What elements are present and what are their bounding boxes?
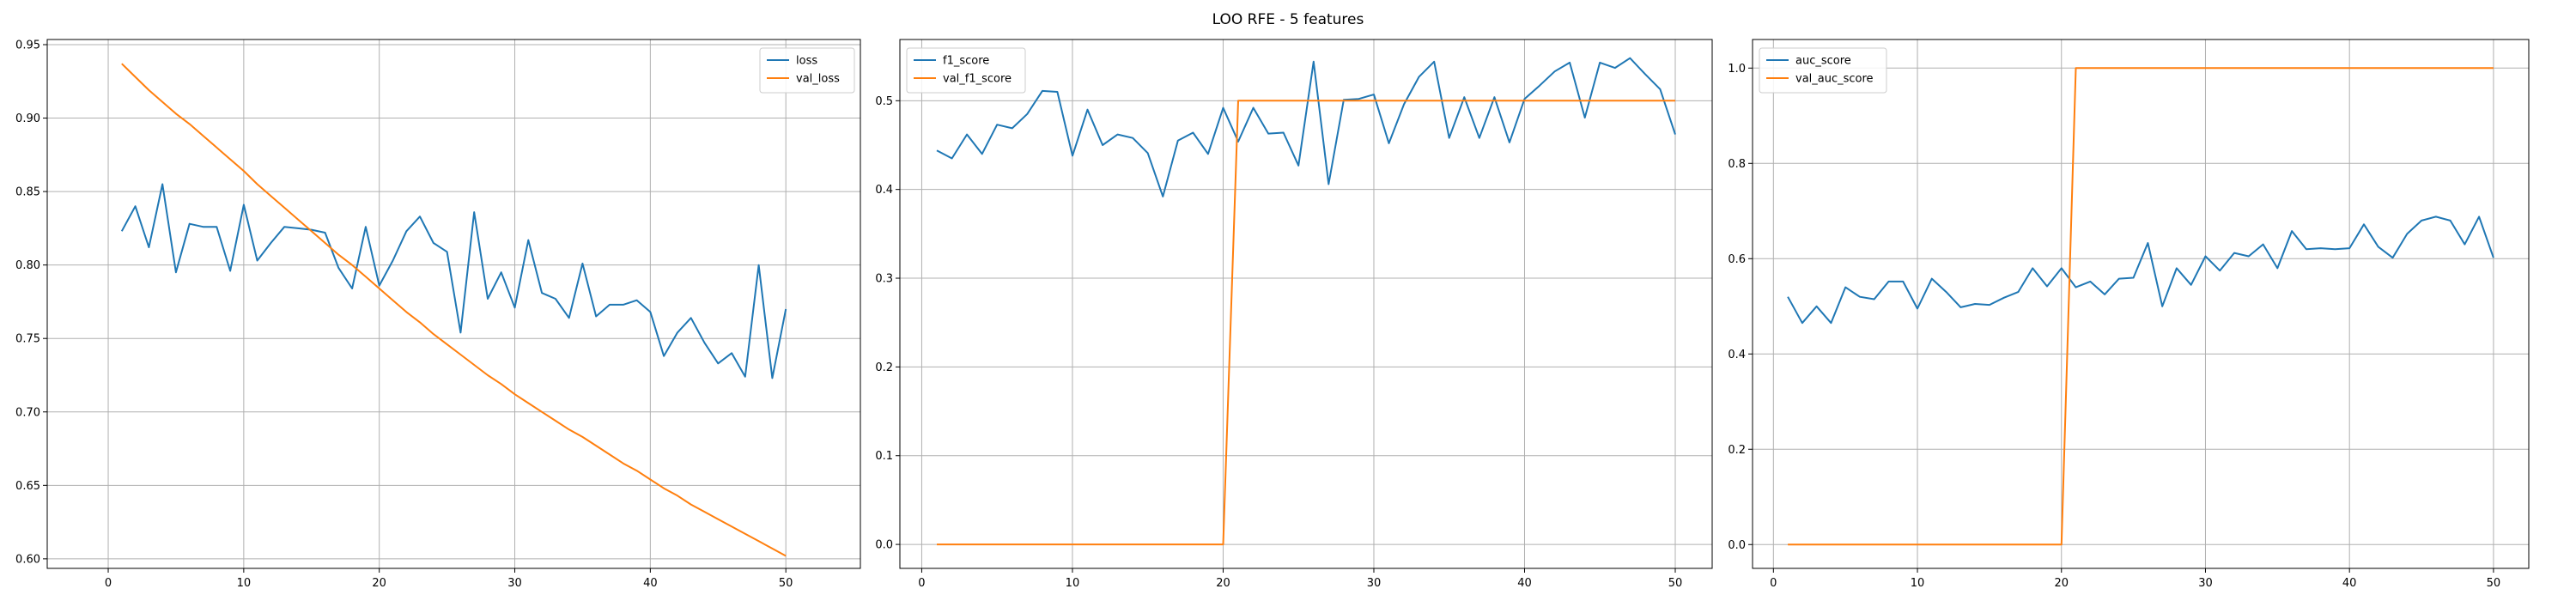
x-tick-label: 30 [1367, 577, 1382, 590]
y-tick-label: 0.5 [875, 95, 893, 108]
y-tick-label: 0.2 [1728, 444, 1746, 457]
x-tick-label: 10 [237, 577, 252, 590]
x-tick-label: 0 [918, 577, 925, 590]
y-tick-label: 0.95 [15, 39, 40, 52]
y-tick-label: 0.65 [15, 480, 40, 493]
series-line-val-f1-score [937, 100, 1675, 546]
loss-subplot: 0 10 20 30 40 50 0.60 0.65 0.70 0.75 0.80 0.85 0.90 0… [15, 39, 861, 590]
axes-frame [899, 39, 1713, 569]
y-tick-label: 0.80 [15, 259, 40, 272]
auc-score-subplot: 0 10 20 30 40 50 0.0 0.2 0.4 0.6 0.8 1.0 auc_scoreva… [1728, 39, 2530, 590]
x-tick-label: 50 [779, 577, 793, 590]
x-tick-label: 30 [2198, 577, 2213, 590]
x-tick-label: 40 [1517, 577, 1532, 590]
series-line-f1-score [936, 57, 1676, 197]
y-tick-label: 0.60 [15, 553, 40, 566]
y-tick-label: 0.0 [875, 539, 893, 552]
series-line-auc-score [1787, 216, 2494, 325]
x-tick-label: 10 [1066, 577, 1080, 590]
legend-box [1759, 47, 1887, 94]
legend-label: loss [796, 55, 817, 68]
legend: auc_score val_auc_score [1759, 47, 1887, 94]
axes-frame [1752, 39, 2530, 569]
x-tick-label: 50 [2487, 577, 2501, 590]
y-tick-label: 0.1 [875, 450, 893, 463]
y-tick-label: 0.0 [1728, 539, 1746, 552]
x-tick-label: 20 [1216, 577, 1230, 590]
legend-label: val_f1_score [943, 73, 1012, 86]
x-tick-label: 40 [2342, 577, 2357, 590]
plot-area [900, 39, 1712, 568]
series-line-val-auc-score [1788, 67, 2494, 546]
x-tick-label: 30 [507, 577, 522, 590]
legend-box [906, 47, 1026, 94]
plot-area [47, 39, 860, 568]
legend-label: auc_score [1795, 55, 1851, 68]
x-tick-label: 20 [2054, 577, 2069, 590]
y-tick-label: 0.75 [15, 333, 40, 346]
y-tick-label: 0.4 [1728, 349, 1746, 361]
y-tick-label: 0.4 [875, 184, 893, 197]
x-tick-label: 10 [1911, 577, 1925, 590]
legend-label: val_loss [796, 73, 840, 86]
legend: loss val_loss [759, 47, 855, 94]
x-tick-label: 40 [643, 577, 658, 590]
series-line-val-loss [121, 63, 787, 557]
y-tick-label: 0.70 [15, 406, 40, 419]
y-tick-label: 0.2 [875, 361, 893, 374]
x-tick-label: 50 [1668, 577, 1683, 590]
legend-label: val_auc_score [1795, 73, 1874, 86]
y-tick-label: 0.85 [15, 186, 40, 199]
y-tick-label: 0.6 [1728, 253, 1746, 266]
x-tick-label: 0 [105, 577, 112, 590]
axes-frame [46, 39, 861, 569]
figure-title: LOO RFE - 5 features [1212, 11, 1364, 28]
legend-label: f1_score [943, 55, 989, 68]
y-tick-label: 0.8 [1728, 158, 1746, 171]
plot-area [1753, 39, 2529, 568]
x-tick-label: 0 [1770, 577, 1777, 590]
y-tick-label: 0.90 [15, 112, 40, 125]
x-tick-label: 20 [372, 577, 386, 590]
y-tick-label: 1.0 [1728, 63, 1746, 76]
legend: f1_score val_f1_score [906, 47, 1026, 94]
y-tick-label: 0.3 [875, 273, 893, 286]
f1-score-subplot: 0 10 20 30 40 50 0.0 0.1 0.2 0.3 0.4 0.5 f1_scoreval… [875, 39, 1713, 590]
series-line-loss [120, 183, 787, 379]
